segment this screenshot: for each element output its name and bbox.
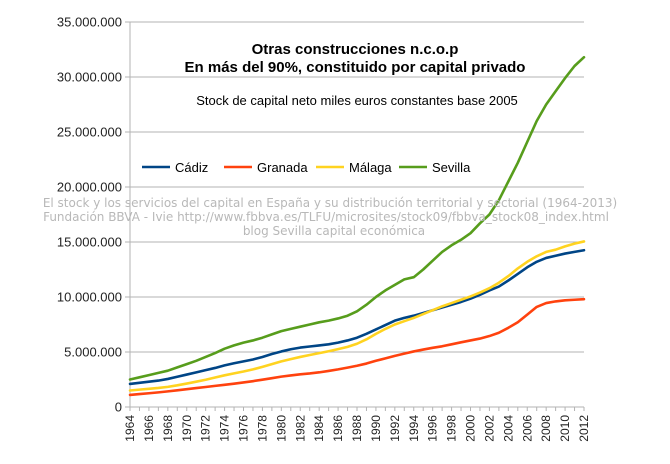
x-tick-label: 1980 — [274, 415, 288, 442]
x-tick-label: 1970 — [180, 415, 194, 442]
series-line-sevilla — [128, 55, 586, 381]
chart-annotation: Stock de capital neto miles euros consta… — [196, 93, 518, 108]
y-tick-label: 5.000.000 — [64, 345, 122, 360]
x-axis-ticks: 1964 1966 1968 1970 1972 1974 1976 1978 1980 1982… — [123, 407, 591, 442]
watermark-line-1: El stock y los servicios del capital en … — [43, 196, 617, 210]
x-tick-label: 1964 — [123, 415, 137, 442]
x-tick-label: 2008 — [539, 415, 553, 442]
x-tick-label: 2006 — [520, 415, 534, 442]
legend: Cádiz Granada Málaga Sevilla — [142, 160, 471, 175]
x-tick-label: 1982 — [293, 415, 307, 442]
legend-label: Granada — [257, 160, 308, 175]
x-tick-label: 1974 — [218, 415, 232, 442]
watermark-line-3: blog Sevilla capital económica — [243, 224, 425, 238]
x-tick-label: 1976 — [237, 415, 251, 442]
legend-label: Málaga — [349, 160, 392, 175]
y-tick-label: 30.000.000 — [57, 70, 122, 85]
legend-label: Cádiz — [175, 160, 208, 175]
y-axis-ticks: 0 5.000.000 10.000.000 15.000.000 20.000.000… — [57, 15, 130, 415]
x-tick-label: 1988 — [350, 415, 364, 442]
y-tick-label: 0 — [115, 400, 122, 415]
x-tick-label: 2002 — [482, 415, 496, 442]
x-tick-label: 2010 — [558, 415, 572, 442]
x-tick-label: 1996 — [426, 415, 440, 442]
x-tick-label: 2004 — [501, 415, 515, 442]
y-tick-label: 35.000.000 — [57, 15, 122, 30]
x-tick-label: 2000 — [464, 415, 478, 442]
legend-label: Sevilla — [432, 160, 471, 175]
x-tick-label: 1978 — [255, 415, 269, 442]
x-tick-label: 1968 — [161, 415, 175, 442]
y-tick-label: 10.000.000 — [57, 290, 122, 305]
x-tick-label: 1990 — [369, 415, 383, 442]
x-tick-label: 1998 — [445, 415, 459, 442]
x-tick-label: 1994 — [407, 415, 421, 442]
series-line-malaga — [128, 240, 586, 392]
x-tick-label: 1992 — [388, 415, 402, 442]
watermark-line-2: Fundación BBVA - Ivie http://www.fbbva.e… — [43, 210, 609, 224]
series-lines — [128, 55, 586, 397]
chart-subtitle: En más del 90%, constituido por capital … — [185, 59, 526, 76]
x-tick-label: 1966 — [142, 415, 156, 442]
series-line-cadiz — [128, 248, 586, 386]
y-tick-label: 20.000.000 — [57, 180, 122, 195]
grid-lines — [130, 21, 584, 353]
x-tick-label: 1972 — [199, 415, 213, 442]
y-tick-label: 25.000.000 — [57, 125, 122, 140]
x-tick-label: 1986 — [331, 415, 345, 442]
x-tick-label: 2012 — [577, 415, 591, 442]
x-tick-label: 1984 — [312, 415, 326, 442]
chart-title: Otras construcciones n.c.o.p — [252, 41, 459, 58]
y-tick-label: 15.000.000 — [57, 235, 122, 250]
series-line-granada — [128, 297, 586, 397]
